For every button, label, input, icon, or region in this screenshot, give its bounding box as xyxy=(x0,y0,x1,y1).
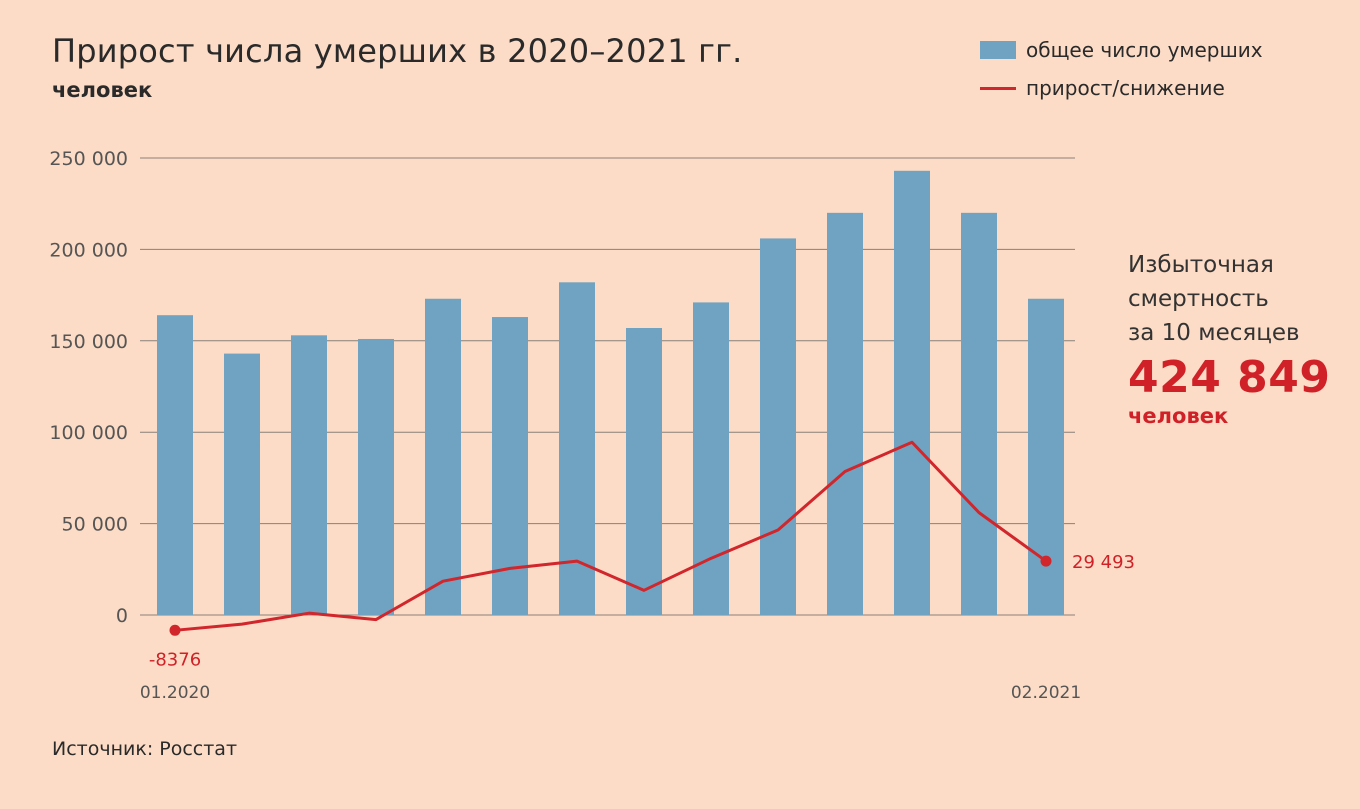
chart-subtitle: человек xyxy=(52,78,153,102)
data-label: -8376 xyxy=(149,649,201,670)
x-tick-label: 01.2020 xyxy=(140,683,210,703)
excess-value: 424 849 xyxy=(1128,352,1331,403)
bar xyxy=(425,298,461,615)
bar xyxy=(961,212,997,615)
data-point xyxy=(169,624,181,636)
legend-item-bars: общее число умерших xyxy=(980,36,1263,64)
source-note: Источник: Росстат xyxy=(52,738,238,760)
chart-title: Прирост числа умерших в 2020–2021 гг. xyxy=(52,32,743,70)
legend: общее число умерших прирост/снижение xyxy=(980,36,1263,112)
data-label: 29 493 xyxy=(1072,552,1135,573)
legend-label-line: прирост/снижение xyxy=(1026,76,1225,100)
legend-swatch-bars xyxy=(980,41,1016,59)
y-tick-label: 50 000 xyxy=(62,514,128,536)
legend-item-line: прирост/снижение xyxy=(980,74,1263,102)
bar xyxy=(693,302,729,615)
excess-text-line3: за 10 месяцев xyxy=(1128,320,1300,346)
y-tick-label: 200 000 xyxy=(49,239,128,261)
y-tick-label: 250 000 xyxy=(49,148,128,170)
excess-unit: человек xyxy=(1128,404,1229,428)
bar xyxy=(291,335,327,615)
bar xyxy=(827,212,863,615)
y-tick-label: 150 000 xyxy=(49,331,128,353)
bar xyxy=(760,238,796,615)
excess-text-line1: Избыточная xyxy=(1128,252,1274,278)
bar xyxy=(358,338,394,615)
bar xyxy=(1028,298,1064,615)
bar xyxy=(157,315,193,615)
y-tick-label: 0 xyxy=(116,605,128,627)
legend-swatch-line xyxy=(980,86,1016,90)
bar xyxy=(492,317,528,615)
excess-text-line2: смертность xyxy=(1128,286,1269,312)
data-point xyxy=(1040,555,1052,567)
bar xyxy=(626,328,662,615)
bar xyxy=(559,282,595,615)
legend-label-bars: общее число умерших xyxy=(1026,38,1263,62)
excess-annotation: Избыточная смертность за 10 месяцев xyxy=(1128,248,1300,350)
bar xyxy=(894,170,930,615)
series-line xyxy=(174,440,1047,632)
bar xyxy=(224,353,260,615)
x-tick-label: 02.2021 xyxy=(1011,683,1081,703)
y-tick-label: 100 000 xyxy=(49,422,128,444)
